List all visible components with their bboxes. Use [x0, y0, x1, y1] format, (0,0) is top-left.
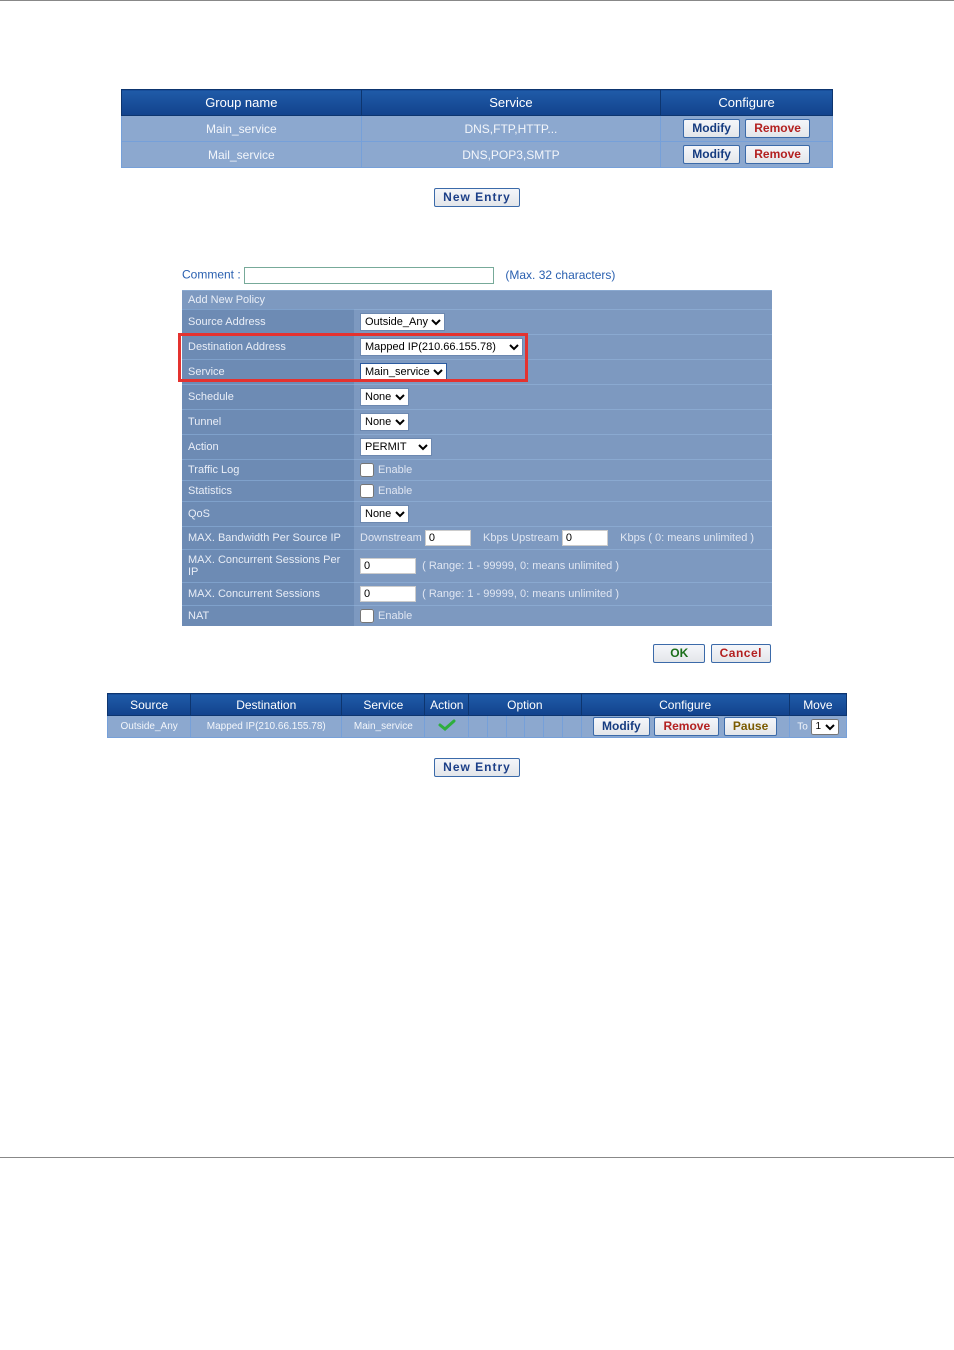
ok-cancel-row: OK Cancel — [182, 644, 772, 663]
cell-service: Main_service — [342, 716, 425, 738]
table-row: Mail_service DNS,POP3,SMTP Modify Remove — [122, 142, 833, 168]
destination-address-select[interactable]: Mapped IP(210.66.155.78) — [360, 338, 523, 356]
label-qos: QoS — [182, 502, 354, 527]
option-cell — [469, 716, 488, 738]
option-cell — [525, 716, 544, 738]
row-service: Service Main_service — [182, 360, 772, 385]
cancel-button[interactable]: Cancel — [711, 644, 771, 663]
comment-input[interactable] — [244, 267, 494, 284]
range-hint: ( Range: 1 - 99999, 0: means unlimited ) — [422, 588, 619, 600]
form-title: Add New Policy — [182, 291, 772, 310]
col-destination: Destination — [191, 694, 342, 716]
col-service: Service — [342, 694, 425, 716]
option-cell — [544, 716, 563, 738]
modify-button[interactable]: Modify — [683, 119, 740, 138]
label-max-bw: MAX. Bandwidth Per Source IP — [182, 527, 354, 550]
cell-move: To 1 — [789, 716, 846, 738]
label-max-sessions-per-ip: MAX. Concurrent Sessions Per IP — [182, 550, 354, 583]
qos-select[interactable]: None — [360, 505, 409, 523]
option-cell — [487, 716, 506, 738]
pause-button[interactable]: Pause — [724, 717, 777, 736]
label-nat: NAT — [182, 606, 354, 627]
cell-configure: Modify Remove — [661, 142, 833, 168]
label-traffic-log: Traffic Log — [182, 460, 354, 481]
policy-form-table: Add New Policy Source Address Outside_An… — [182, 290, 772, 626]
remove-button[interactable]: Remove — [745, 119, 810, 138]
modify-button[interactable]: Modify — [593, 717, 650, 736]
label-schedule: Schedule — [182, 385, 354, 410]
action-select[interactable]: PERMIT — [360, 438, 432, 456]
label-destination-address: Destination Address — [182, 335, 354, 360]
table-row: Outside_Any Mapped IP(210.66.155.78) Mai… — [108, 716, 847, 738]
nat-enable-label: Enable — [378, 610, 412, 622]
col-service: Service — [361, 90, 661, 116]
remove-button[interactable]: Remove — [654, 717, 719, 736]
col-action: Action — [425, 694, 469, 716]
move-to-label: To — [797, 721, 808, 732]
max-sessions-per-ip-input[interactable] — [360, 558, 416, 574]
col-group-name: Group name — [122, 90, 362, 116]
col-option: Option — [469, 694, 581, 716]
label-action: Action — [182, 435, 354, 460]
option-cell — [562, 716, 581, 738]
downstream-label: Downstream — [360, 532, 422, 544]
permit-icon — [438, 719, 456, 731]
cell-destination: Mapped IP(210.66.155.78) — [191, 716, 342, 738]
move-to-select[interactable]: 1 — [811, 719, 839, 735]
label-source-address: Source Address — [182, 310, 354, 335]
statistics-enable-label: Enable — [378, 485, 412, 497]
new-entry-button[interactable]: New Entry — [434, 758, 520, 777]
service-group-table: Group name Service Configure Main_servic… — [121, 89, 833, 168]
new-entry-button[interactable]: New Entry — [434, 188, 520, 207]
row-destination-address: Destination Address Mapped IP(210.66.155… — [182, 335, 772, 360]
upstream-input[interactable] — [562, 530, 608, 546]
service-select[interactable]: Main_service — [360, 363, 447, 381]
modify-button[interactable]: Modify — [683, 145, 740, 164]
col-move: Move — [789, 694, 846, 716]
schedule-select[interactable]: None — [360, 388, 409, 406]
tunnel-select[interactable]: None — [360, 413, 409, 431]
policy-form: Comment : (Max. 32 characters) Add New P… — [182, 267, 772, 626]
comment-hint: (Max. 32 characters) — [505, 268, 615, 282]
table-row: Main_service DNS,FTP,HTTP... Modify Remo… — [122, 116, 833, 142]
label-tunnel: Tunnel — [182, 410, 354, 435]
downstream-input[interactable] — [425, 530, 471, 546]
upstream-label: Kbps Upstream — [483, 532, 559, 544]
source-address-select[interactable]: Outside_Any — [360, 313, 445, 331]
cell-source: Outside_Any — [108, 716, 191, 738]
bw-hint: Kbps ( 0: means unlimited ) — [620, 532, 754, 544]
statistics-checkbox[interactable] — [360, 484, 374, 498]
nat-checkbox[interactable] — [360, 609, 374, 623]
cell-service: DNS,FTP,HTTP... — [361, 116, 661, 142]
col-configure: Configure — [581, 694, 789, 716]
cell-action — [425, 716, 469, 738]
label-statistics: Statistics — [182, 481, 354, 502]
ok-button[interactable]: OK — [653, 644, 705, 663]
traffic-log-checkbox[interactable] — [360, 463, 374, 477]
cell-group-name: Main_service — [122, 116, 362, 142]
col-source: Source — [108, 694, 191, 716]
remove-button[interactable]: Remove — [745, 145, 810, 164]
label-max-sessions: MAX. Concurrent Sessions — [182, 583, 354, 606]
cell-service: DNS,POP3,SMTP — [361, 142, 661, 168]
option-cell — [506, 716, 525, 738]
col-configure: Configure — [661, 90, 833, 116]
range-hint: ( Range: 1 - 99999, 0: means unlimited ) — [422, 560, 619, 572]
traffic-log-enable-label: Enable — [378, 464, 412, 476]
cell-configure: Modify Remove — [661, 116, 833, 142]
cell-group-name: Mail_service — [122, 142, 362, 168]
label-service: Service — [182, 360, 354, 385]
cell-configure: Modify Remove Pause — [581, 716, 789, 738]
max-sessions-input[interactable] — [360, 586, 416, 602]
comment-label: Comment : — [182, 268, 241, 282]
policy-list-table: Source Destination Service Action Option… — [107, 693, 847, 738]
bottom-rule — [0, 1157, 954, 1158]
